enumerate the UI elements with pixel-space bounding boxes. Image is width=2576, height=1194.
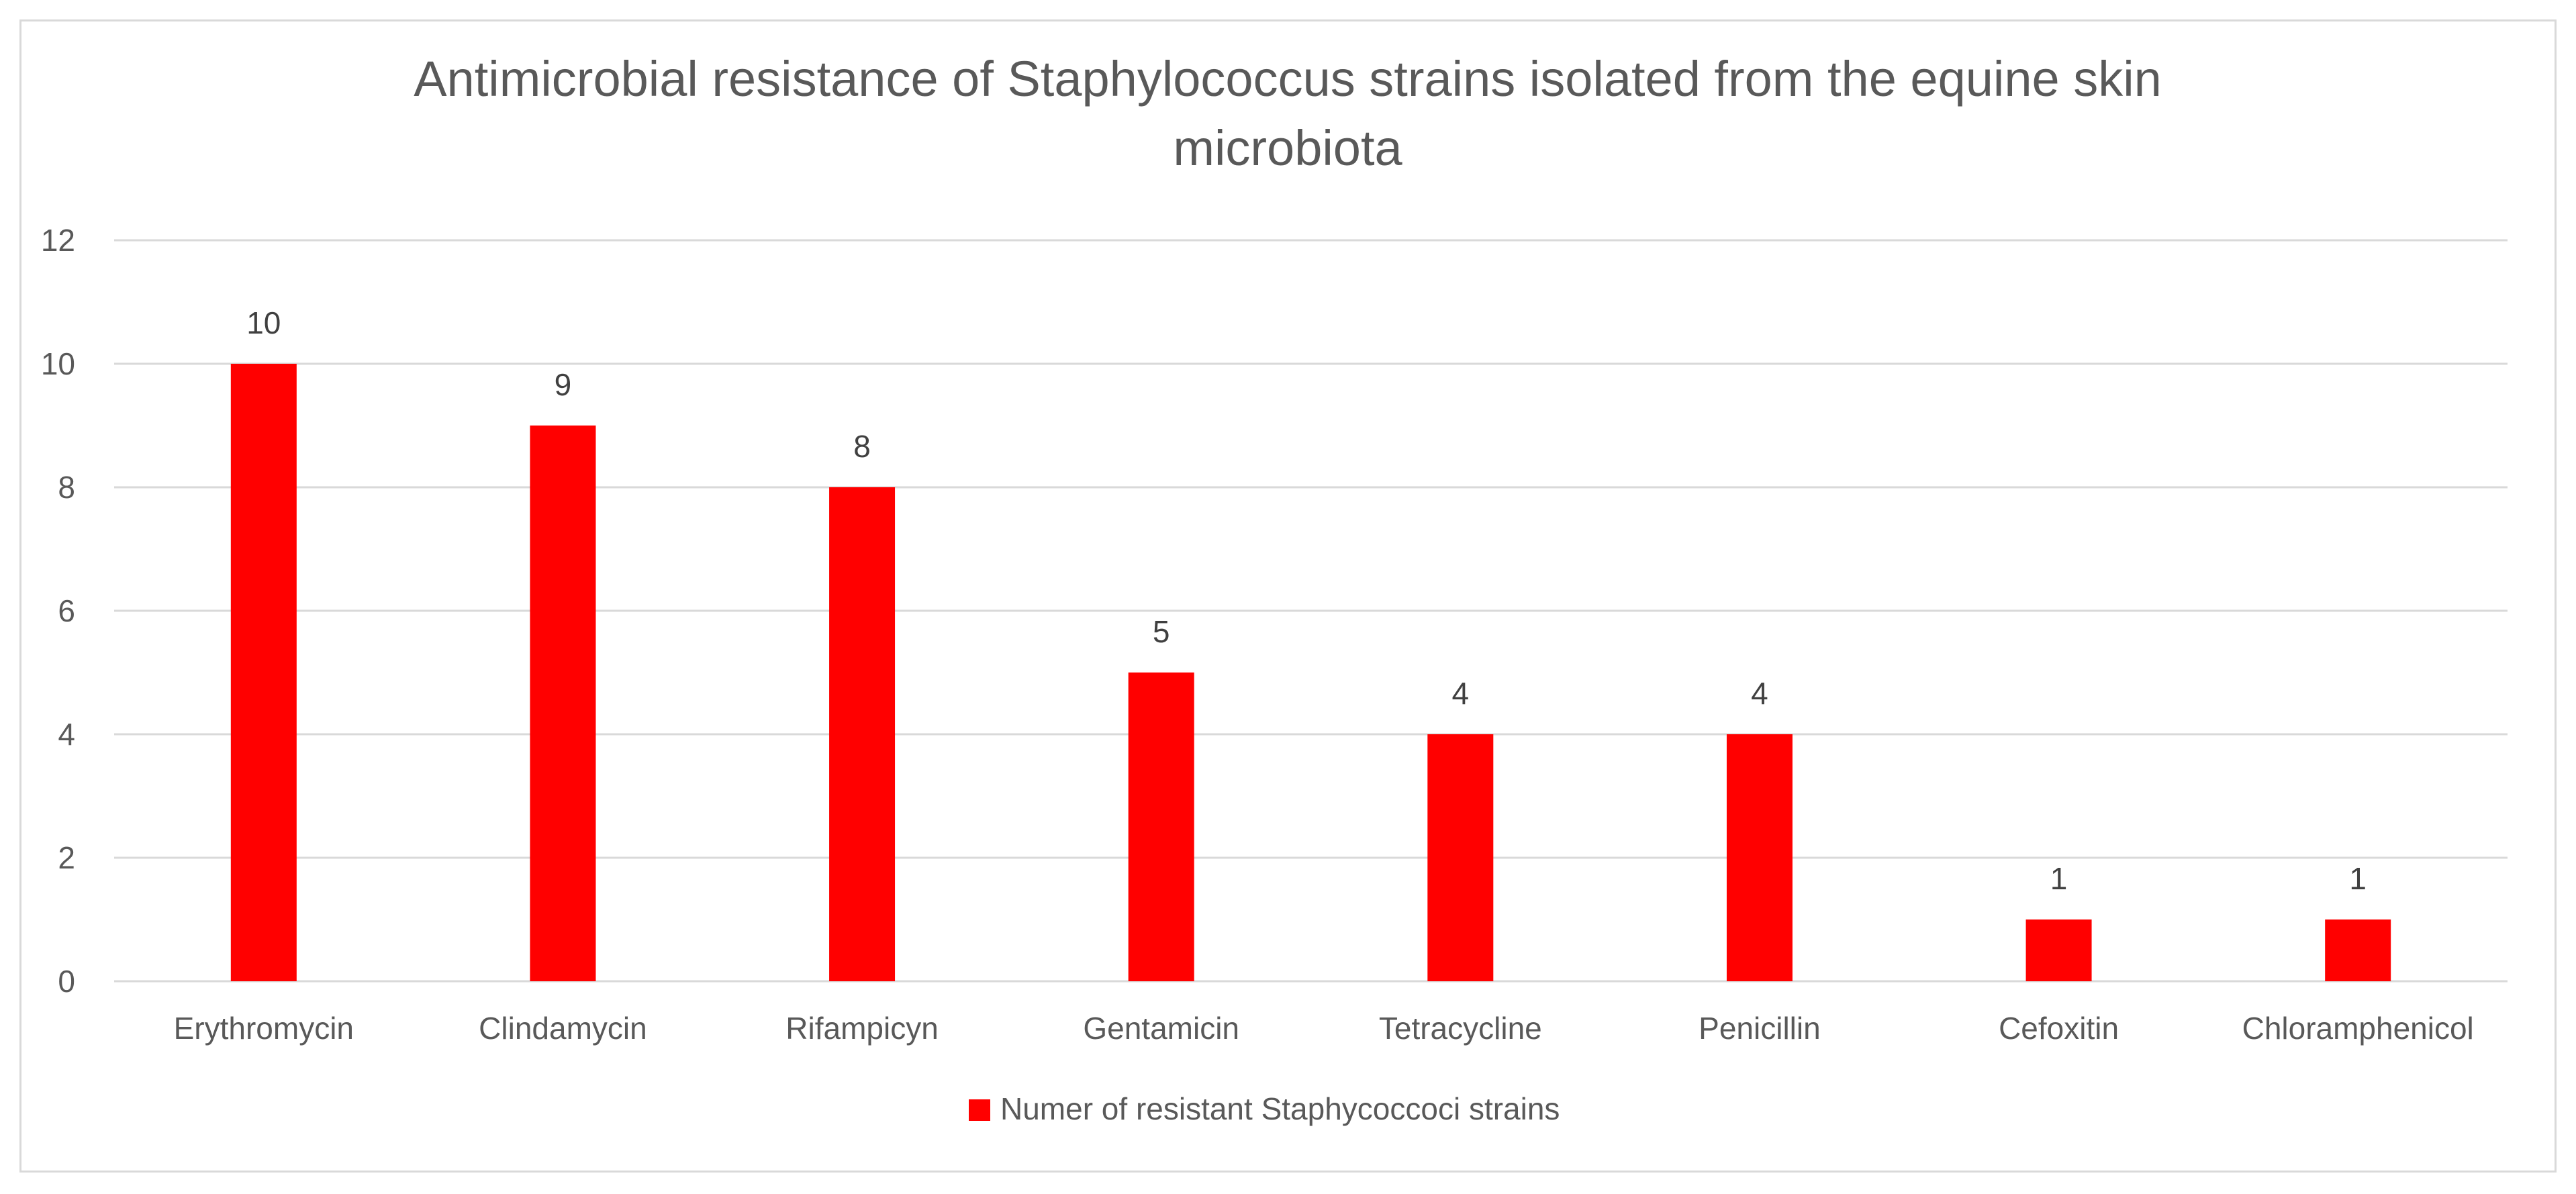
x-category-label: Chloramphenicol (2242, 1011, 2474, 1046)
bar (829, 487, 896, 981)
x-category-label: Rifampicyn (785, 1011, 939, 1046)
bar (1128, 673, 1194, 981)
y-tick-label: 12 (41, 223, 75, 258)
bars (230, 364, 2391, 981)
data-label: 9 (555, 367, 572, 402)
bar (230, 364, 297, 981)
y-tick-label: 8 (58, 470, 75, 505)
x-category-label: Penicillin (1699, 1011, 1821, 1046)
y-axis-ticks: 0 2 4 6 8 10 12 (41, 223, 75, 999)
x-axis-labels: Erythromycin Clindamycin Rifampicyn Gentami… (174, 1011, 2474, 1046)
y-tick-label: 0 (58, 964, 75, 999)
data-label: 10 (246, 305, 281, 340)
chart-title-line: Antimicrobial resistance of Staphylococc… (414, 51, 2162, 107)
y-tick-label: 2 (58, 840, 75, 875)
bar (2025, 919, 2092, 981)
gridlines (114, 239, 2508, 983)
chart-title: Antimicrobial resistance of Staphylococc… (414, 51, 2162, 176)
data-label: 1 (2349, 861, 2367, 896)
bar (530, 426, 596, 981)
y-tick-label: 10 (41, 346, 75, 381)
legend-label: Numer of resistant Staphycoccoci strains (1000, 1091, 1560, 1126)
data-label: 4 (1452, 676, 1470, 711)
x-category-label: Tetracycline (1379, 1011, 1542, 1046)
legend: Numer of resistant Staphycoccoci strains (969, 1091, 1560, 1126)
legend-swatch (969, 1099, 990, 1121)
x-category-label: Clindamycin (479, 1011, 647, 1046)
data-label: 5 (1153, 614, 1170, 649)
bar (2325, 919, 2391, 981)
data-labels: 10 9 8 5 4 4 1 1 (246, 305, 2367, 896)
x-category-label: Gentamicin (1083, 1011, 1239, 1046)
data-label: 1 (2050, 861, 2068, 896)
data-label: 8 (853, 429, 871, 464)
y-tick-label: 4 (58, 717, 75, 752)
x-category-label: Cefoxitin (1999, 1011, 2119, 1046)
y-tick-label: 6 (58, 593, 75, 628)
x-category-label: Erythromycin (174, 1011, 354, 1046)
data-label: 4 (1751, 676, 1768, 711)
bar (1726, 734, 1793, 981)
bar (1427, 734, 1494, 981)
chart-title-line: microbiota (1173, 120, 1402, 176)
